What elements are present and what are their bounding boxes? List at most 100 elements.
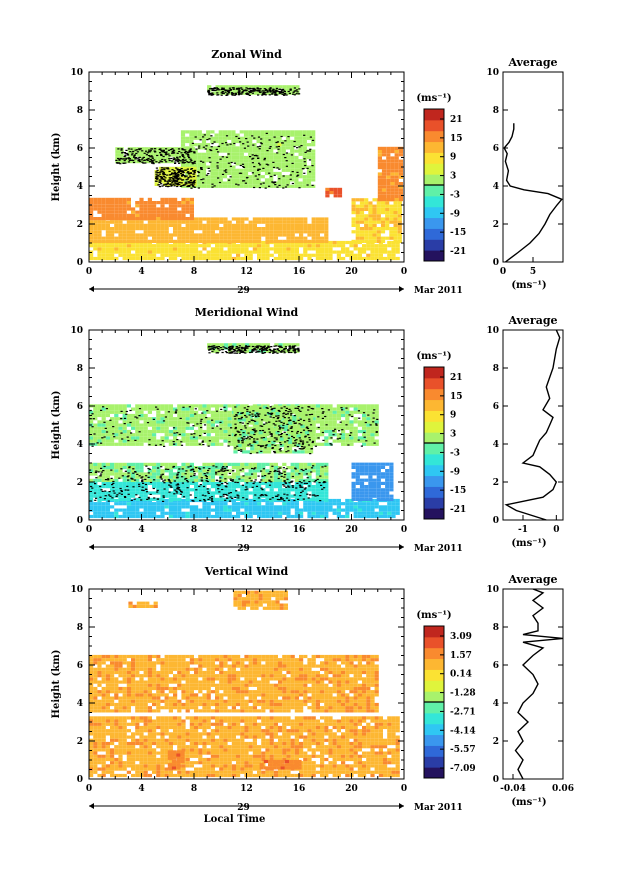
- heatmap-cell: [244, 233, 249, 237]
- heatmap-cell: [294, 168, 299, 172]
- heatmap-cell: [135, 217, 140, 221]
- heatmap-cell: [160, 429, 165, 434]
- heatmap-cell: [101, 485, 106, 489]
- contour-mark: [187, 181, 190, 183]
- heatmap-cell: [135, 505, 140, 509]
- heatmap-cell: [168, 494, 173, 498]
- heatmap-cell: [328, 429, 333, 434]
- heatmap-cell: [164, 481, 169, 485]
- contour-mark: [197, 187, 200, 189]
- heatmap-cell: [320, 466, 325, 470]
- heatmap-cell: [257, 462, 262, 466]
- heatmap-cell: [223, 508, 228, 512]
- heatmap-cell: [235, 178, 240, 182]
- heatmap-cell: [126, 462, 131, 466]
- heatmap-cell: [236, 508, 241, 512]
- heatmap-cell: [306, 155, 312, 160]
- contour-mark: [116, 162, 119, 164]
- heatmap-cell: [194, 436, 199, 440]
- heatmap-cell: [390, 198, 395, 202]
- heatmap-cell: [333, 194, 338, 198]
- heatmap-cell: [303, 247, 308, 251]
- heatmap-cell: [135, 239, 140, 243]
- heatmap-cell: [294, 253, 299, 257]
- heatmap-cell: [328, 413, 333, 418]
- heatmap-cell: [294, 175, 299, 179]
- heatmap-cell: [227, 433, 232, 437]
- heatmap-cell: [315, 417, 320, 421]
- contour-mark: [187, 155, 190, 157]
- heatmap-cell: [198, 508, 203, 512]
- heatmap-cell: [324, 420, 329, 424]
- heatmap-cell: [298, 184, 303, 188]
- heatmap-cell: [152, 502, 157, 506]
- heatmap-cell: [385, 223, 390, 227]
- heatmap-cell: [395, 502, 400, 506]
- heatmap-cell: [248, 239, 253, 243]
- contour-mark: [281, 142, 284, 144]
- heatmap-cell: [227, 155, 232, 160]
- colorbar-segment: [424, 130, 444, 143]
- contour-mark: [131, 154, 134, 156]
- heatmap-cell: [278, 247, 283, 251]
- heatmap-cell: [214, 175, 219, 179]
- heatmap-cell: [194, 494, 199, 498]
- heatmap-cell: [286, 220, 291, 224]
- contour-mark: [234, 94, 237, 96]
- heatmap-cell: [377, 182, 382, 186]
- heatmap-cell: [231, 178, 236, 182]
- heatmap-cell: [341, 404, 346, 408]
- heatmap-cell: [248, 244, 253, 248]
- heatmap-cell: [328, 240, 333, 245]
- contour-mark: [311, 139, 315, 141]
- heatmap-cell: [231, 508, 236, 512]
- heatmap-cell: [97, 413, 102, 418]
- contour-mark: [257, 169, 260, 171]
- heatmap-cell: [278, 256, 283, 261]
- heatmap-cell: [355, 491, 360, 495]
- heatmap-cell: [219, 511, 224, 515]
- heatmap-cell: [261, 466, 266, 470]
- heatmap-cell: [278, 417, 283, 421]
- heatmap-cell: [168, 462, 173, 466]
- heatmap-cell: [174, 153, 179, 157]
- heatmap-cell: [387, 502, 392, 506]
- contour-mark: [177, 183, 181, 186]
- heatmap-cell: [202, 514, 207, 519]
- heatmap-cell: [180, 136, 186, 140]
- heatmap-cell: [152, 472, 157, 476]
- heatmap-cell: [290, 233, 295, 237]
- heatmap-cell: [193, 149, 198, 153]
- contour-mark: [259, 91, 262, 93]
- heatmap-cell: [147, 220, 152, 224]
- heatmap-cell: [278, 220, 283, 224]
- heatmap-cell: [273, 236, 278, 240]
- heatmap-cell: [197, 159, 202, 163]
- heatmap-cell: [281, 143, 286, 147]
- heatmap-cell: [89, 217, 94, 221]
- panel-title: Meridional Wind: [195, 306, 299, 319]
- contour-mark: [123, 152, 127, 154]
- heatmap-cell: [126, 207, 131, 211]
- heatmap-cell: [114, 498, 119, 503]
- heatmap-cell: [273, 146, 278, 150]
- contour-mark: [229, 143, 232, 145]
- heatmap-cell: [160, 426, 165, 430]
- heatmap-cell: [168, 505, 173, 509]
- heatmap-cell: [202, 239, 207, 243]
- contour-mark: [256, 155, 259, 157]
- heatmap-cell: [160, 442, 165, 446]
- heatmap-cell: [231, 227, 236, 231]
- contour-mark: [278, 90, 281, 93]
- heatmap-cell: [189, 478, 194, 482]
- heatmap-cell: [244, 230, 249, 234]
- heatmap-cell: [236, 466, 241, 470]
- heatmap-cell: [110, 210, 115, 214]
- heatmap-cell: [93, 207, 98, 211]
- heatmap-cell: [194, 429, 199, 434]
- average-x-tick-label: 5: [530, 267, 536, 277]
- heatmap-cell: [303, 466, 308, 470]
- heatmap-cell: [97, 429, 102, 434]
- heatmap-cell: [97, 244, 102, 248]
- contour-mark: [149, 156, 152, 158]
